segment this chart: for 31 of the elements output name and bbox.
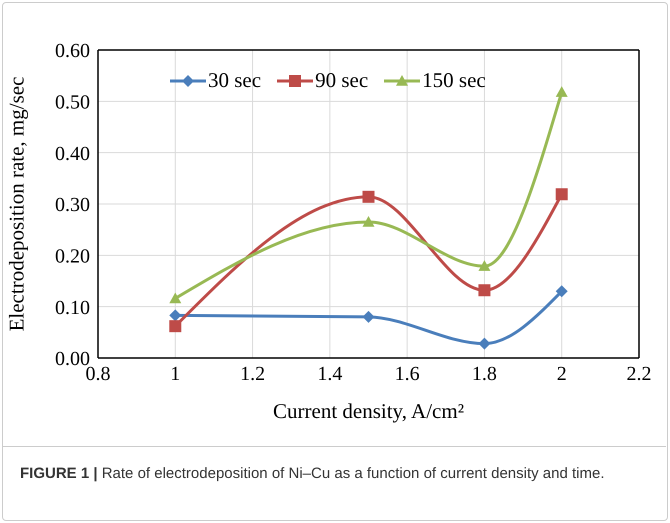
- point: [169, 309, 182, 322]
- point: [556, 86, 568, 97]
- y-tick-label: 0.30: [55, 194, 90, 216]
- legend-label: 150 sec: [422, 68, 486, 93]
- point: [362, 310, 374, 323]
- y-tick-label: 0.60: [55, 40, 90, 62]
- y-axis-title: Electrodeposition rate, mg/sec: [4, 76, 28, 332]
- x-tick-label: 1.6: [394, 363, 420, 386]
- legend-label: 30 sec: [208, 68, 262, 93]
- y-tick-label: 0.40: [55, 142, 90, 165]
- x-tick-label: 2.2: [626, 363, 652, 386]
- x-tick-label: 1.2: [240, 363, 266, 386]
- x-axis-title: Current density, A/cm²: [273, 399, 464, 423]
- x-tick-label: 2: [556, 363, 567, 386]
- point: [478, 284, 490, 296]
- x-tick-label: 1.8: [472, 363, 497, 386]
- point: [169, 320, 182, 332]
- point: [478, 338, 490, 350]
- point: [556, 188, 568, 200]
- point: [362, 216, 374, 227]
- point: [362, 190, 374, 203]
- y-tick-label: 0.20: [55, 245, 90, 268]
- x-tick-label: 1.4: [317, 363, 342, 386]
- caption: FIGURE 1 | Rate of electrodeposition of Ni–Cu as a function of current density and time.: [20, 464, 606, 484]
- y-tick-label: 0.10: [55, 296, 90, 319]
- point: [478, 260, 490, 271]
- legend-label: 90 sec: [315, 68, 368, 93]
- point: [556, 285, 568, 298]
- x-tick-label: 1: [170, 363, 180, 386]
- y-tick-label: 0.50: [55, 91, 90, 114]
- point: [169, 292, 182, 304]
